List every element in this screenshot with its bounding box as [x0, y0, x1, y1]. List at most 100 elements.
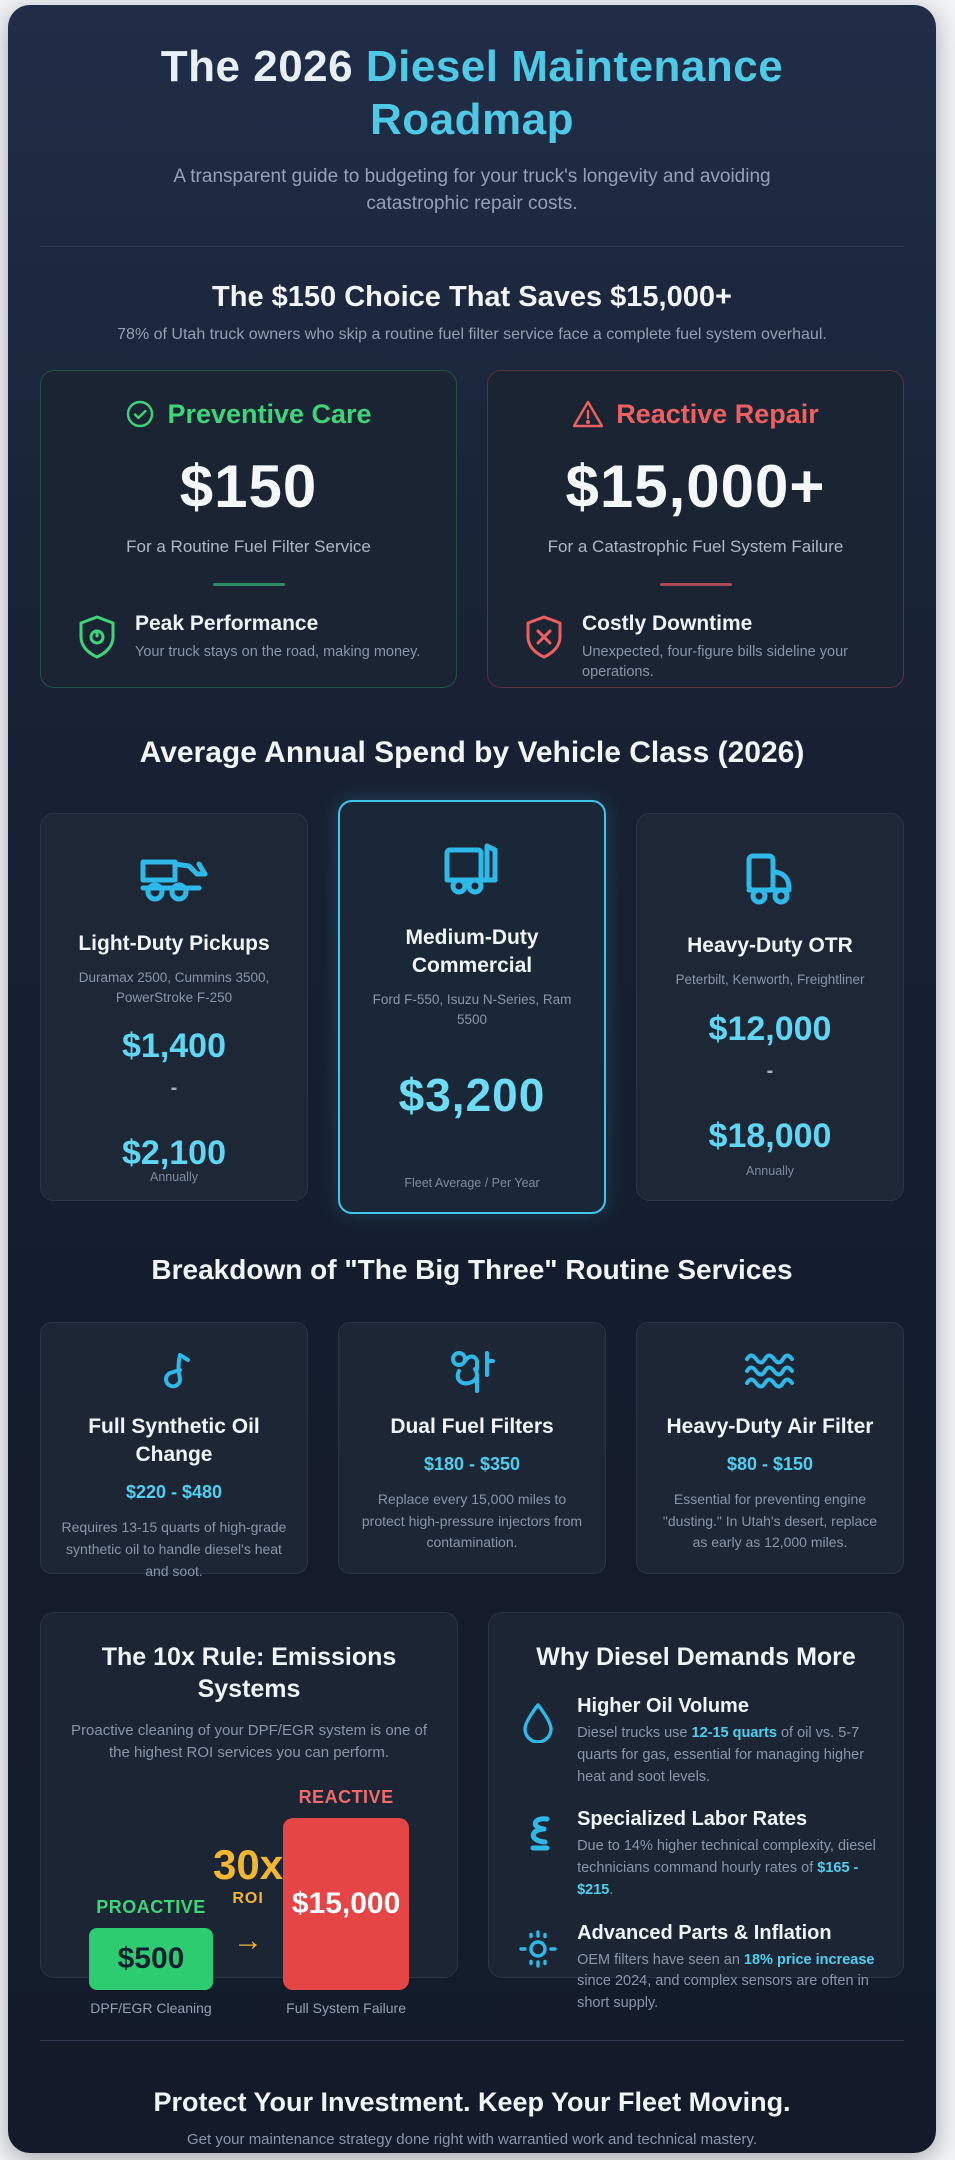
why-row-title: Specialized Labor Rates — [577, 1808, 808, 1831]
preventive-feature-text: Peak Performance Your truck stays on the… — [135, 612, 420, 662]
why-row-title: Higher Oil Volume — [577, 1695, 749, 1718]
preventive-price: $150 — [179, 452, 318, 520]
service-card-fuel-filters: Dual Fuel Filters $180 - $350 Replace ev… — [338, 1321, 606, 1574]
reactive-repair-card: Reactive Repair $15,000+ For a Catastrop… — [487, 369, 904, 688]
why-row-title: Advanced Parts & Inflation — [577, 1921, 832, 1944]
vehicle-price-high: $2,100 — [122, 1134, 226, 1173]
preventive-care-card: Preventive Care $150 For a Routine Fuel … — [40, 369, 457, 688]
roi-annotation: 30x ROI → — [213, 1840, 284, 1958]
why-row-body: Due to 14% higher technical complexity, … — [577, 1836, 877, 1901]
why-row-text: Advanced Parts & Inflation OEM filters h… — [577, 1922, 877, 2015]
vehicle-card-subtitle: Peterbilt, Kenworth, Freightliner — [675, 972, 865, 988]
reactive-divider — [659, 582, 732, 586]
air-waves-icon — [657, 1349, 883, 1395]
preventive-card-label: Preventive Care — [167, 398, 372, 429]
body-highlight: 12-15 quarts — [691, 1725, 777, 1742]
reactive-feature: Costly Downtime Unexpected, four-figure … — [514, 612, 877, 683]
why-diesel-card: Why Diesel Demands More Higher Oil Volum… — [488, 1611, 904, 2011]
why-row-text: Specialized Labor Rates Due to 14% highe… — [577, 1808, 877, 1901]
body-text: . — [609, 1881, 614, 1898]
reactive-feature-desc: Unexpected, four-figure bills sideline y… — [582, 643, 848, 680]
poster-card: The 2026 Diesel Maintenance Roadmap A tr… — [8, 5, 936, 2153]
check-circle-icon — [125, 399, 155, 429]
page-title-plain: The 2026 — [160, 42, 366, 91]
reactive-desc: For a Catastrophic Fuel System Failure — [547, 536, 844, 556]
service-title: Full Synthetic Oil Change — [88, 1414, 260, 1467]
reactive-card-header: Reactive Repair — [514, 399, 877, 430]
wrench-squiggle-icon — [515, 1808, 561, 1854]
preventive-feature: Peak Performance Your truck stays on the… — [67, 612, 430, 662]
vehicle-card-title: Light-Duty Pickups — [78, 931, 270, 955]
box-truck-icon — [433, 836, 511, 900]
service-price: $80 - $150 — [726, 1454, 814, 1475]
service-card-oil-change: Full Synthetic Oil Change $220 - $480 Re… — [40, 1321, 308, 1579]
roi-bar-chart: PROACTIVE $500 DPF/EGR Cleaning 30x ROI … — [67, 1787, 431, 2016]
vehicle-price-dash: - — [170, 1077, 178, 1100]
reactive-price: $15,000+ — [565, 452, 826, 520]
vehicle-card-note: Annually — [150, 1170, 198, 1185]
vehicle-section-title: Average Annual Spend by Vehicle Class (2… — [139, 735, 805, 769]
choice-cards: Preventive Care $150 For a Routine Fuel … — [40, 369, 904, 688]
reactive-bar-caption: Full System Failure — [286, 1999, 406, 2016]
preventive-desc: For a Routine Fuel Filter Service — [126, 536, 371, 556]
service-price: $180 - $350 — [423, 1454, 521, 1475]
warning-triangle-icon — [572, 399, 604, 429]
emissions-card: The 10x Rule: Emissions Systems Proactiv… — [40, 1611, 459, 2016]
choice-section-subtitle: 78% of Utah truck owners who skip a rout… — [117, 325, 827, 343]
roi-multiplier: 30x — [213, 1840, 284, 1888]
reactive-feature-title: Costly Downtime — [582, 611, 753, 635]
proactive-bar-group: PROACTIVE $500 DPF/EGR Cleaning — [89, 1897, 213, 2016]
right-arrow-icon: → — [233, 1923, 264, 1957]
vehicle-cards: Light-Duty Pickups Duramax 2500, Cummins… — [40, 799, 904, 1214]
service-cards: Full Synthetic Oil Change $220 - $480 Re… — [40, 1321, 904, 1579]
pickup-truck-icon — [135, 848, 213, 906]
choice-section-title: The $150 Choice That Saves $15,000+ — [212, 280, 732, 313]
semi-truck-icon — [731, 848, 809, 908]
services-section-title: Breakdown of "The Big Three" Routine Ser… — [151, 1253, 793, 1285]
page-subtitle: A transparent guide to budgeting for you… — [173, 165, 771, 215]
vehicle-card-title: Medium-Duty Commercial — [405, 925, 539, 978]
footer-subheading: Get your maintenance strategy done right… — [187, 2130, 757, 2148]
vehicle-card-title: Heavy-Duty OTR — [687, 933, 853, 957]
service-card-air-filter: Heavy-Duty Air Filter $80 - $150 Essenti… — [636, 1321, 904, 1574]
vehicle-price-low: $1,400 — [122, 1027, 226, 1066]
vehicle-card-light-duty: Light-Duty Pickups Duramax 2500, Cummins… — [40, 812, 308, 1201]
footer-divider — [40, 2039, 904, 2041]
preventive-card-header: Preventive Care — [67, 399, 430, 430]
why-row-oil-volume: Higher Oil Volume Diesel trucks use 12-1… — [515, 1695, 877, 1788]
vehicle-card-medium-duty: Medium-Duty Commercial Ford F-550, Isuzu… — [338, 799, 606, 1214]
vehicle-price-high: $18,000 — [708, 1116, 832, 1155]
fuel-filter-icon — [359, 1349, 585, 1395]
body-text: since 2024, and complex sensors are ofte… — [577, 1973, 869, 2012]
service-body: Essential for preventing engine "dusting… — [662, 1491, 878, 1551]
bottom-cards: The 10x Rule: Emissions Systems Proactiv… — [40, 1611, 904, 2016]
service-title: Heavy-Duty Air Filter — [666, 1414, 874, 1438]
preventive-feature-title: Peak Performance — [135, 611, 319, 635]
header-divider — [40, 245, 904, 247]
body-text: of oil vs. 5-7 quarts for gas, essential… — [577, 1725, 865, 1785]
vehicle-price-low: $12,000 — [708, 1009, 832, 1048]
proactive-bar-caption: DPF/EGR Cleaning — [90, 1999, 212, 2016]
page-title: The 2026 Diesel Maintenance Roadmap — [82, 41, 862, 147]
proactive-bar: $500 — [89, 1927, 213, 1990]
preventive-feature-desc: Your truck stays on the road, making mon… — [135, 643, 421, 660]
vehicle-card-subtitle: Ford F-550, Isuzu N-Series, Ram 5500 — [372, 992, 572, 1027]
emissions-subtitle: Proactive cleaning of your DPF/EGR syste… — [71, 1721, 428, 1762]
reactive-feature-text: Costly Downtime Unexpected, four-figure … — [582, 612, 869, 683]
why-row-body: Diesel trucks use 12-15 quarts of oil vs… — [577, 1723, 877, 1788]
roi-label: ROI — [232, 1889, 264, 1907]
vehicle-card-note: Fleet Average / Per Year — [404, 1175, 540, 1190]
why-diesel-list: Higher Oil Volume Diesel trucks use 12-1… — [515, 1695, 877, 2015]
service-title: Dual Fuel Filters — [390, 1414, 554, 1438]
shield-x-icon — [522, 614, 566, 660]
vehicle-card-subtitle: Duramax 2500, Cummins 3500, PowerStroke … — [78, 970, 270, 1005]
why-row-labor-rates: Specialized Labor Rates Due to 14% highe… — [515, 1808, 877, 1901]
emissions-title: The 10x Rule: Emissions Systems — [101, 1642, 397, 1704]
preventive-divider — [212, 582, 285, 586]
why-row-body: OEM filters have seen an 18% price incre… — [577, 1950, 877, 2015]
reactive-bar-group: REACTIVE $15,000 Full System Failure — [283, 1787, 410, 2016]
page-title-accent: Diesel Maintenance Roadmap — [365, 42, 784, 144]
body-text: OEM filters have seen an — [577, 1951, 744, 1968]
body-highlight: 18% price increase — [743, 1951, 875, 1968]
